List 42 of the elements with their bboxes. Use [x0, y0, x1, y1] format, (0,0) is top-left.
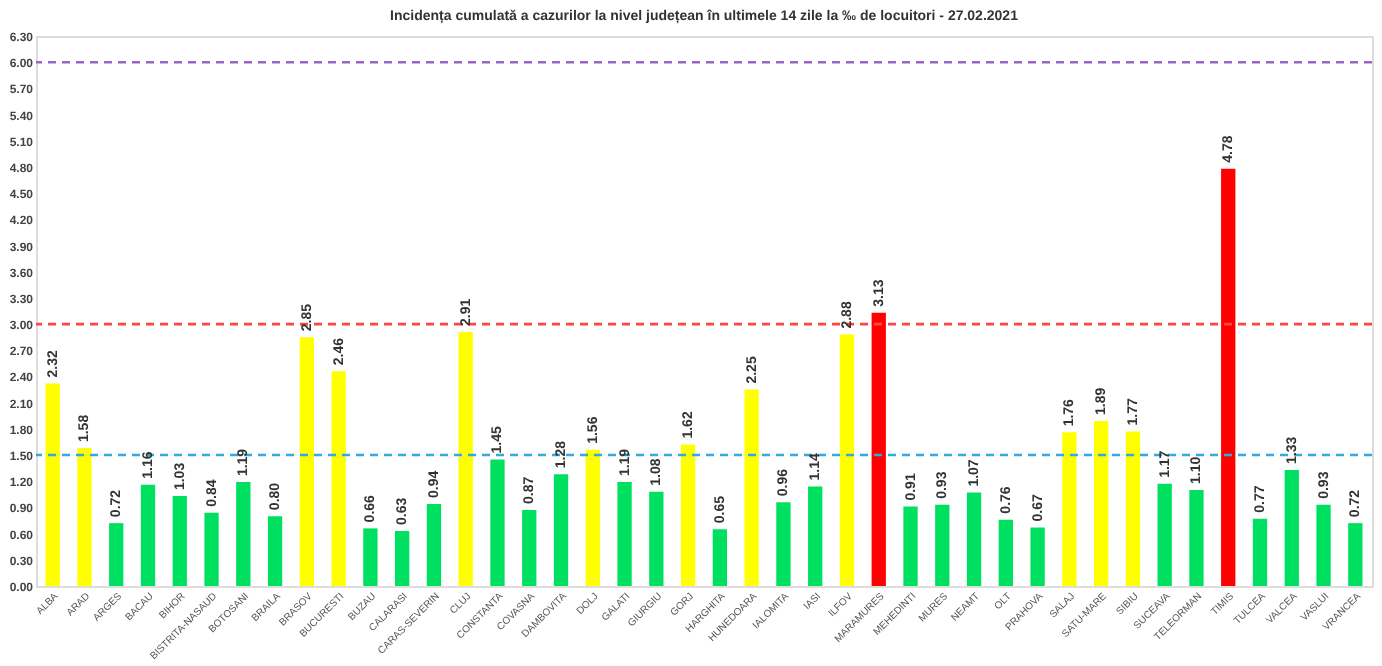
- bar: [1252, 518, 1268, 586]
- bar: [490, 459, 505, 586]
- bar: [236, 482, 251, 586]
- bar: [172, 496, 187, 586]
- bar: [1094, 421, 1109, 586]
- bar: [903, 506, 918, 586]
- bar: [45, 383, 60, 586]
- bar: [617, 482, 632, 586]
- bar: [1284, 469, 1299, 586]
- bar: [1348, 523, 1363, 586]
- bar: [522, 510, 537, 586]
- bar: [744, 389, 759, 586]
- bar: [299, 337, 314, 586]
- bar: [204, 512, 219, 586]
- bar: [331, 371, 346, 586]
- bar: [267, 516, 283, 586]
- bar: [1125, 431, 1141, 586]
- bar: [553, 474, 569, 586]
- bar: [680, 444, 696, 586]
- bar: [871, 312, 886, 586]
- bar: [808, 486, 823, 586]
- bar: [458, 331, 473, 586]
- bar: [395, 531, 410, 586]
- bar: [426, 503, 442, 586]
- bar: [839, 334, 855, 586]
- bar: [1030, 527, 1045, 586]
- bar: [935, 504, 950, 586]
- bar: [140, 484, 156, 586]
- bar: [776, 502, 791, 586]
- bar: [109, 523, 124, 586]
- bar: [712, 529, 728, 586]
- bar: [649, 491, 664, 586]
- bar: [966, 492, 982, 586]
- bar: [1189, 489, 1204, 586]
- bar: [1221, 168, 1236, 586]
- bar: [1157, 483, 1172, 586]
- bar: [585, 449, 600, 586]
- bar: [998, 519, 1013, 586]
- bar: [363, 528, 378, 586]
- bar: [77, 448, 92, 586]
- bar: [1316, 504, 1331, 586]
- bar: [1062, 432, 1077, 586]
